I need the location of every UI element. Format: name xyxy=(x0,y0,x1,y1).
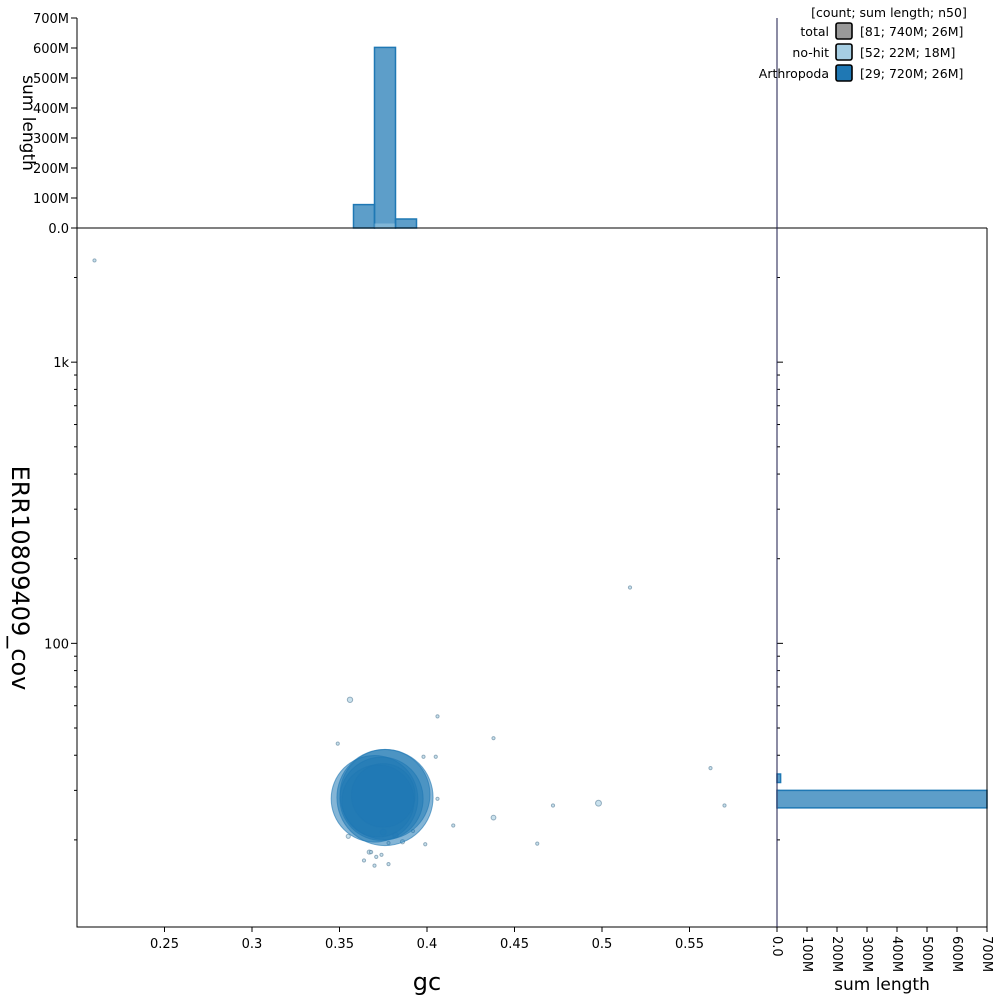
x-tick-label: 0.5 xyxy=(592,937,613,952)
scatter-point-no-hit xyxy=(368,849,374,855)
right-hist-xtick-label: 200M xyxy=(829,936,844,972)
right-hist-xtick-label: 700M xyxy=(979,936,994,972)
scatter-point-no-hit xyxy=(335,741,340,746)
scatter-point-no-hit xyxy=(421,754,426,759)
scatter-point-no-hit xyxy=(372,863,377,868)
right-hist-xtick-label: 100M xyxy=(799,936,814,972)
top-hist-ytick-label: 600M xyxy=(33,42,69,57)
x-tick-label: 0.25 xyxy=(150,937,179,952)
top-histogram: 0.0 100M 200M 300M 400M 500M 600M 700M sum leng… xyxy=(18,12,778,237)
scatter-point-no-hit xyxy=(374,854,379,859)
x-tick-label: 0.3 xyxy=(242,937,263,952)
y-axis-title: ERR10809409_cov xyxy=(6,466,34,691)
legend-label: no-hit xyxy=(792,45,829,60)
x-tick-label: 0.45 xyxy=(500,937,529,952)
scatter-point-no-hit xyxy=(722,803,727,808)
right-histogram: 0.0 100M 200M 300M 400M 500M 600M 700M sum leng… xyxy=(769,18,994,995)
top-hist-bar-arthropoda xyxy=(373,46,397,229)
top-hist-bar-no-hit xyxy=(374,223,396,228)
right-hist-xtick-label: 0.0 xyxy=(769,936,784,957)
top-hist-ytick-label: 400M xyxy=(33,102,69,117)
x-axis-title: gc xyxy=(413,968,441,996)
top-hist-ytick-label: 200M xyxy=(33,162,69,177)
right-hist-xtick-label: 600M xyxy=(949,936,964,972)
legend-stats: [29; 720M; 26M] xyxy=(860,66,963,81)
x-tick-label: 0.35 xyxy=(325,937,354,952)
top-hist-ytick-label: 100M xyxy=(33,192,69,207)
scatter-point-no-hit xyxy=(346,696,354,703)
scatter-point-no-hit xyxy=(433,754,438,759)
right-hist-bar-arthropoda xyxy=(776,789,988,809)
scatter-point-no-hit xyxy=(92,258,97,263)
right-hist-xtick-label: 500M xyxy=(919,936,934,972)
scatter-point-no-hit xyxy=(550,803,556,808)
top-hist-bar-arthropoda xyxy=(394,218,418,229)
scatter-point-no-hit xyxy=(435,714,440,719)
legend-swatch xyxy=(835,43,853,61)
legend-swatch xyxy=(835,64,853,82)
scatter-point-no-hit xyxy=(435,796,440,801)
scatter-point-no-hit xyxy=(451,823,456,828)
y-tick-label: 1k xyxy=(53,356,69,371)
x-tick-label: 0.55 xyxy=(675,937,704,952)
legend-stats: [81; 740M; 26M] xyxy=(860,24,963,39)
scatter-point-arthropoda xyxy=(350,763,416,828)
legend-label: Arthropoda xyxy=(759,66,829,81)
scatter-point-no-hit xyxy=(423,842,428,847)
y-tick-label: 100 xyxy=(44,637,69,652)
scatter-point-no-hit xyxy=(361,858,367,863)
right-hist-xtick-label: 400M xyxy=(889,936,904,972)
scatter-point-no-hit xyxy=(595,799,602,807)
legend: [count; sum length; n50] total [81; 740M;… xyxy=(759,5,967,82)
right-hist-xtick-label: 300M xyxy=(859,936,874,972)
scatter-point-no-hit xyxy=(386,862,391,867)
scatter-point-no-hit xyxy=(627,585,633,590)
scatter-point-no-hit xyxy=(490,814,497,821)
legend-header: [count; sum length; n50] xyxy=(811,5,967,20)
top-hist-ylabel: sum length xyxy=(18,75,38,171)
top-hist-ytick-label: 700M xyxy=(33,12,69,27)
legend-label: total xyxy=(800,24,829,39)
top-hist-ytick-label: 0.0 xyxy=(48,222,69,237)
legend-stats: [52; 22M; 18M] xyxy=(860,45,955,60)
scatter-point-no-hit xyxy=(379,852,384,857)
top-hist-bar-arthropoda xyxy=(352,203,376,229)
top-hist-ytick-label: 500M xyxy=(33,72,69,87)
scatter-panel: 0.25 0.3 0.35 0.4 0.45 0.5 0.55 100 1k gc ERR10… xyxy=(6,227,783,996)
x-tick-label: 0.4 xyxy=(417,937,438,952)
scatter-point-no-hit xyxy=(708,766,713,771)
scatter-point-no-hit xyxy=(535,841,540,846)
right-hist-xlabel: sum length xyxy=(834,975,930,995)
scatter-frame xyxy=(76,227,778,928)
legend-swatch xyxy=(835,22,853,40)
top-hist-ytick-label: 300M xyxy=(33,132,69,147)
scatter-point-no-hit xyxy=(491,736,496,741)
scatter-point-no-hit xyxy=(345,833,351,839)
